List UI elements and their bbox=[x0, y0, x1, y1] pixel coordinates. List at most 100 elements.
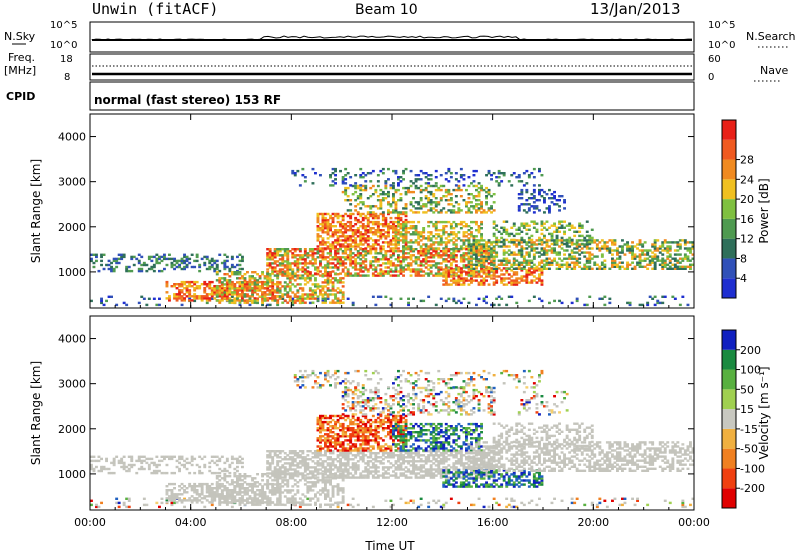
scatter-cell bbox=[359, 176, 363, 179]
scatter-cell bbox=[505, 261, 509, 264]
scatter-cell bbox=[236, 457, 239, 461]
scatter-cell bbox=[341, 243, 345, 246]
scatter-cell bbox=[434, 223, 438, 226]
scatter-cell bbox=[580, 267, 584, 270]
scatter-cell bbox=[404, 223, 408, 226]
scatter-cell bbox=[470, 248, 473, 251]
scatter-cell bbox=[389, 225, 393, 228]
scatter-cell bbox=[326, 220, 330, 224]
scatter-cell bbox=[492, 249, 496, 252]
scatter-cell bbox=[268, 291, 272, 294]
scatter-cell bbox=[331, 218, 335, 222]
scatter-cell bbox=[502, 230, 506, 233]
scatter-cell bbox=[588, 267, 592, 270]
scatter-cell bbox=[230, 293, 234, 296]
scatter-cell bbox=[288, 285, 292, 288]
scatter-cell bbox=[236, 475, 239, 478]
scatter-cell bbox=[510, 275, 514, 278]
scatter-cell bbox=[336, 262, 340, 265]
scatter-cell bbox=[344, 241, 348, 244]
scatter-cell bbox=[444, 264, 448, 267]
scatter-cell bbox=[278, 273, 282, 276]
scatter-cell bbox=[349, 252, 353, 255]
scatter-cell bbox=[163, 253, 166, 256]
scatter-cell bbox=[268, 252, 272, 255]
scatter-cell bbox=[319, 227, 322, 230]
scatter-cell bbox=[459, 239, 463, 242]
scatter-cell bbox=[633, 267, 637, 270]
scatter-cell bbox=[261, 495, 264, 498]
scatter-cell bbox=[324, 495, 327, 498]
scatter-cell bbox=[359, 247, 363, 250]
scatter-cell bbox=[507, 253, 511, 256]
scatter-cell bbox=[278, 291, 282, 294]
scatter-cell bbox=[97, 459, 101, 463]
scatter-cell bbox=[258, 289, 262, 292]
scatter-cell bbox=[331, 285, 335, 288]
scatter-cell bbox=[248, 497, 252, 500]
scatter-cell bbox=[278, 495, 282, 498]
scatter-cell bbox=[147, 267, 151, 271]
scatter-cell bbox=[507, 245, 511, 248]
scatter-cell bbox=[173, 501, 176, 505]
scatter-cell bbox=[414, 211, 418, 214]
scatter-cell bbox=[392, 195, 395, 198]
scatter-cell bbox=[346, 268, 350, 271]
scatter-cell bbox=[663, 249, 667, 252]
scatter-cell bbox=[555, 251, 559, 254]
scatter-cell bbox=[384, 250, 388, 253]
scatter-cell bbox=[467, 229, 471, 232]
scatter-cell bbox=[364, 264, 368, 267]
scatter-cell bbox=[598, 297, 602, 300]
scatter-cell bbox=[361, 235, 365, 238]
scatter-cell bbox=[369, 250, 373, 253]
scatter-cell bbox=[575, 243, 579, 246]
scatter-cell bbox=[384, 218, 388, 222]
scatter-cell bbox=[261, 271, 264, 274]
scatter-cell bbox=[241, 465, 244, 469]
scatter-cell bbox=[653, 257, 657, 260]
scatter-cell bbox=[273, 250, 277, 253]
scatter-cell bbox=[336, 229, 340, 232]
scatter-cell bbox=[251, 483, 254, 486]
scatter-cell bbox=[271, 287, 275, 290]
scatter-cell bbox=[530, 267, 534, 270]
scatter-cell bbox=[137, 253, 141, 256]
scatter-cell bbox=[568, 222, 572, 225]
scatter-cell bbox=[319, 250, 322, 253]
scatter-cell bbox=[477, 245, 481, 248]
scatter-cell bbox=[233, 475, 237, 478]
scatter-cell bbox=[271, 270, 275, 273]
scatter-cell bbox=[540, 265, 544, 268]
scatter-cell bbox=[402, 207, 405, 210]
scatter-cell bbox=[241, 293, 244, 296]
scatter-cell bbox=[228, 281, 232, 284]
scatter-cell bbox=[689, 251, 692, 254]
scatter-cell bbox=[188, 283, 192, 286]
scatter-cell bbox=[314, 277, 317, 280]
scatter-cell bbox=[399, 223, 403, 226]
scatter-cell bbox=[384, 193, 388, 196]
scatter-cell bbox=[527, 245, 531, 248]
scatter-cell bbox=[442, 279, 446, 282]
scatter-cell bbox=[258, 495, 262, 498]
scatter-cell bbox=[505, 232, 509, 236]
scatter-cell bbox=[407, 266, 410, 269]
scatter-cell bbox=[266, 487, 270, 490]
scatter-cell bbox=[558, 220, 561, 223]
scatter-cell bbox=[178, 263, 181, 267]
scatter-cell bbox=[404, 239, 408, 242]
scatter-cell bbox=[314, 252, 317, 255]
scatter-cell bbox=[208, 487, 212, 490]
scatter-cell bbox=[467, 274, 471, 277]
scatter-cell bbox=[387, 209, 390, 212]
scatter-cell bbox=[507, 503, 511, 507]
scatter-cell bbox=[165, 283, 169, 286]
scatter-cell bbox=[301, 266, 305, 269]
scatter-cell bbox=[651, 255, 655, 258]
scatter-cell bbox=[379, 245, 383, 248]
scatter-cell bbox=[389, 268, 393, 271]
scatter-cell bbox=[626, 267, 629, 270]
scatter-cell bbox=[550, 251, 554, 254]
scatter-cell bbox=[376, 252, 380, 255]
